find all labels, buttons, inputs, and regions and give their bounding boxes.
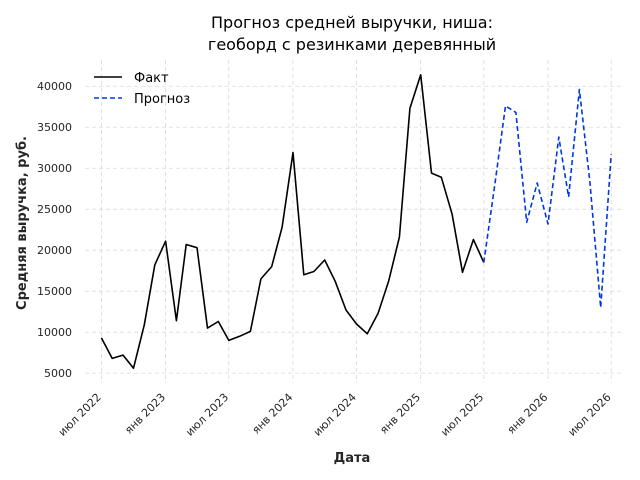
series-layer [100,74,612,370]
y-tick-label: 20000 [37,244,72,257]
x-tick-label: янв 2023 [122,391,168,437]
x-axis-label: Дата [334,451,371,466]
y-tick-label: 5000 [44,367,72,380]
x-tick-label: янв 2025 [377,391,423,437]
chart-title-line-1: Прогноз средней выручки, ниша: [211,13,493,32]
y-tick-label: 30000 [37,162,72,175]
x-tick-label: июл 2026 [566,391,614,439]
y-tick-label: 10000 [37,326,72,339]
x-tick-label: июл 2024 [311,391,359,439]
x-axis-ticks: июл 2022 янв 2023 июл 2023 янв 2024 июл 2024… [56,391,614,439]
x-tick-label: янв 2026 [505,391,551,437]
y-tick-label: 15000 [37,285,72,298]
x-tick-label: янв 2024 [250,391,296,437]
series-line-forecast [483,88,612,309]
legend: Факт Прогноз [94,71,190,107]
grid [85,60,622,383]
y-tick-label: 35000 [37,121,72,134]
y-axis-ticks: 5000 10000 15000 20000 25000 30000 35000 40000 [37,80,72,380]
x-tick-label: июл 2022 [56,391,104,439]
legend-label-forecast: Прогноз [134,92,190,107]
y-tick-label: 25000 [37,203,72,216]
x-tick-label: июл 2025 [438,391,486,439]
series-line-fact [100,74,485,370]
y-tick-label: 40000 [37,80,72,93]
chart-title-line-2: геоборд с резинками деревянный [208,35,496,54]
x-tick-label: июл 2023 [183,391,231,439]
y-axis-label: Средняя выручка, руб. [15,136,30,310]
legend-label-fact: Факт [134,71,169,86]
